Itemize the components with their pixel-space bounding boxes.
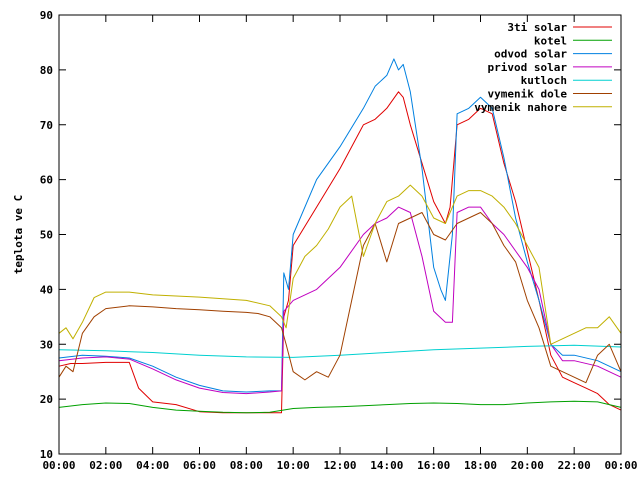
y-tick-label: 20 xyxy=(40,393,53,406)
y-tick-label: 60 xyxy=(40,174,53,187)
y-tick-label: 70 xyxy=(40,119,53,132)
x-tick-label: 22:00 xyxy=(558,459,591,472)
legend-label: kotel xyxy=(534,34,567,47)
x-tick-label: 12:00 xyxy=(323,459,356,472)
plot-frame xyxy=(58,14,622,455)
x-tick-label: 00:00 xyxy=(604,459,637,472)
series-layer xyxy=(58,58,622,414)
legend-label: 3ti solar xyxy=(507,21,567,34)
series-line-odvod-solar xyxy=(58,58,622,393)
legend-label: odvod solar xyxy=(494,48,567,61)
x-tick-label: 14:00 xyxy=(370,459,403,472)
x-tick-label: 16:00 xyxy=(417,459,450,472)
legend-label: privod solar xyxy=(488,61,568,74)
series-line-vymenik-nahore xyxy=(58,184,622,345)
series-line-vymenik-dole xyxy=(58,212,622,384)
x-tick-label: 02:00 xyxy=(89,459,122,472)
x-tick-label: 18:00 xyxy=(464,459,497,472)
legend-label: vymenik dole xyxy=(488,88,568,101)
x-tick-label: 06:00 xyxy=(183,459,216,472)
y-axis-label: teplota ve C xyxy=(12,195,25,274)
y-tick-label: 30 xyxy=(40,338,53,351)
legend-label: vymenik nahore xyxy=(474,101,567,114)
x-tick-label: 08:00 xyxy=(230,459,263,472)
x-tick-label: 20:00 xyxy=(511,459,544,472)
y-tick-label: 10 xyxy=(40,448,53,461)
series-line-kotel xyxy=(58,400,622,414)
axis-layer: 10 20 30 40 50 60 70 80 90 00:00 02:00 04:00 06:00 08… xyxy=(40,9,638,472)
series-line-privod-solar xyxy=(58,206,622,395)
y-tick-label: 80 xyxy=(40,64,53,77)
x-tick-label: 10:00 xyxy=(277,459,310,472)
x-tick-label: 04:00 xyxy=(136,459,169,472)
y-tick-label: 40 xyxy=(40,283,53,296)
x-tick-label: 00:00 xyxy=(42,459,75,472)
y-tick-label: 90 xyxy=(40,9,53,22)
y-tick-label: 50 xyxy=(40,229,53,242)
legend-label: kutloch xyxy=(521,74,567,87)
